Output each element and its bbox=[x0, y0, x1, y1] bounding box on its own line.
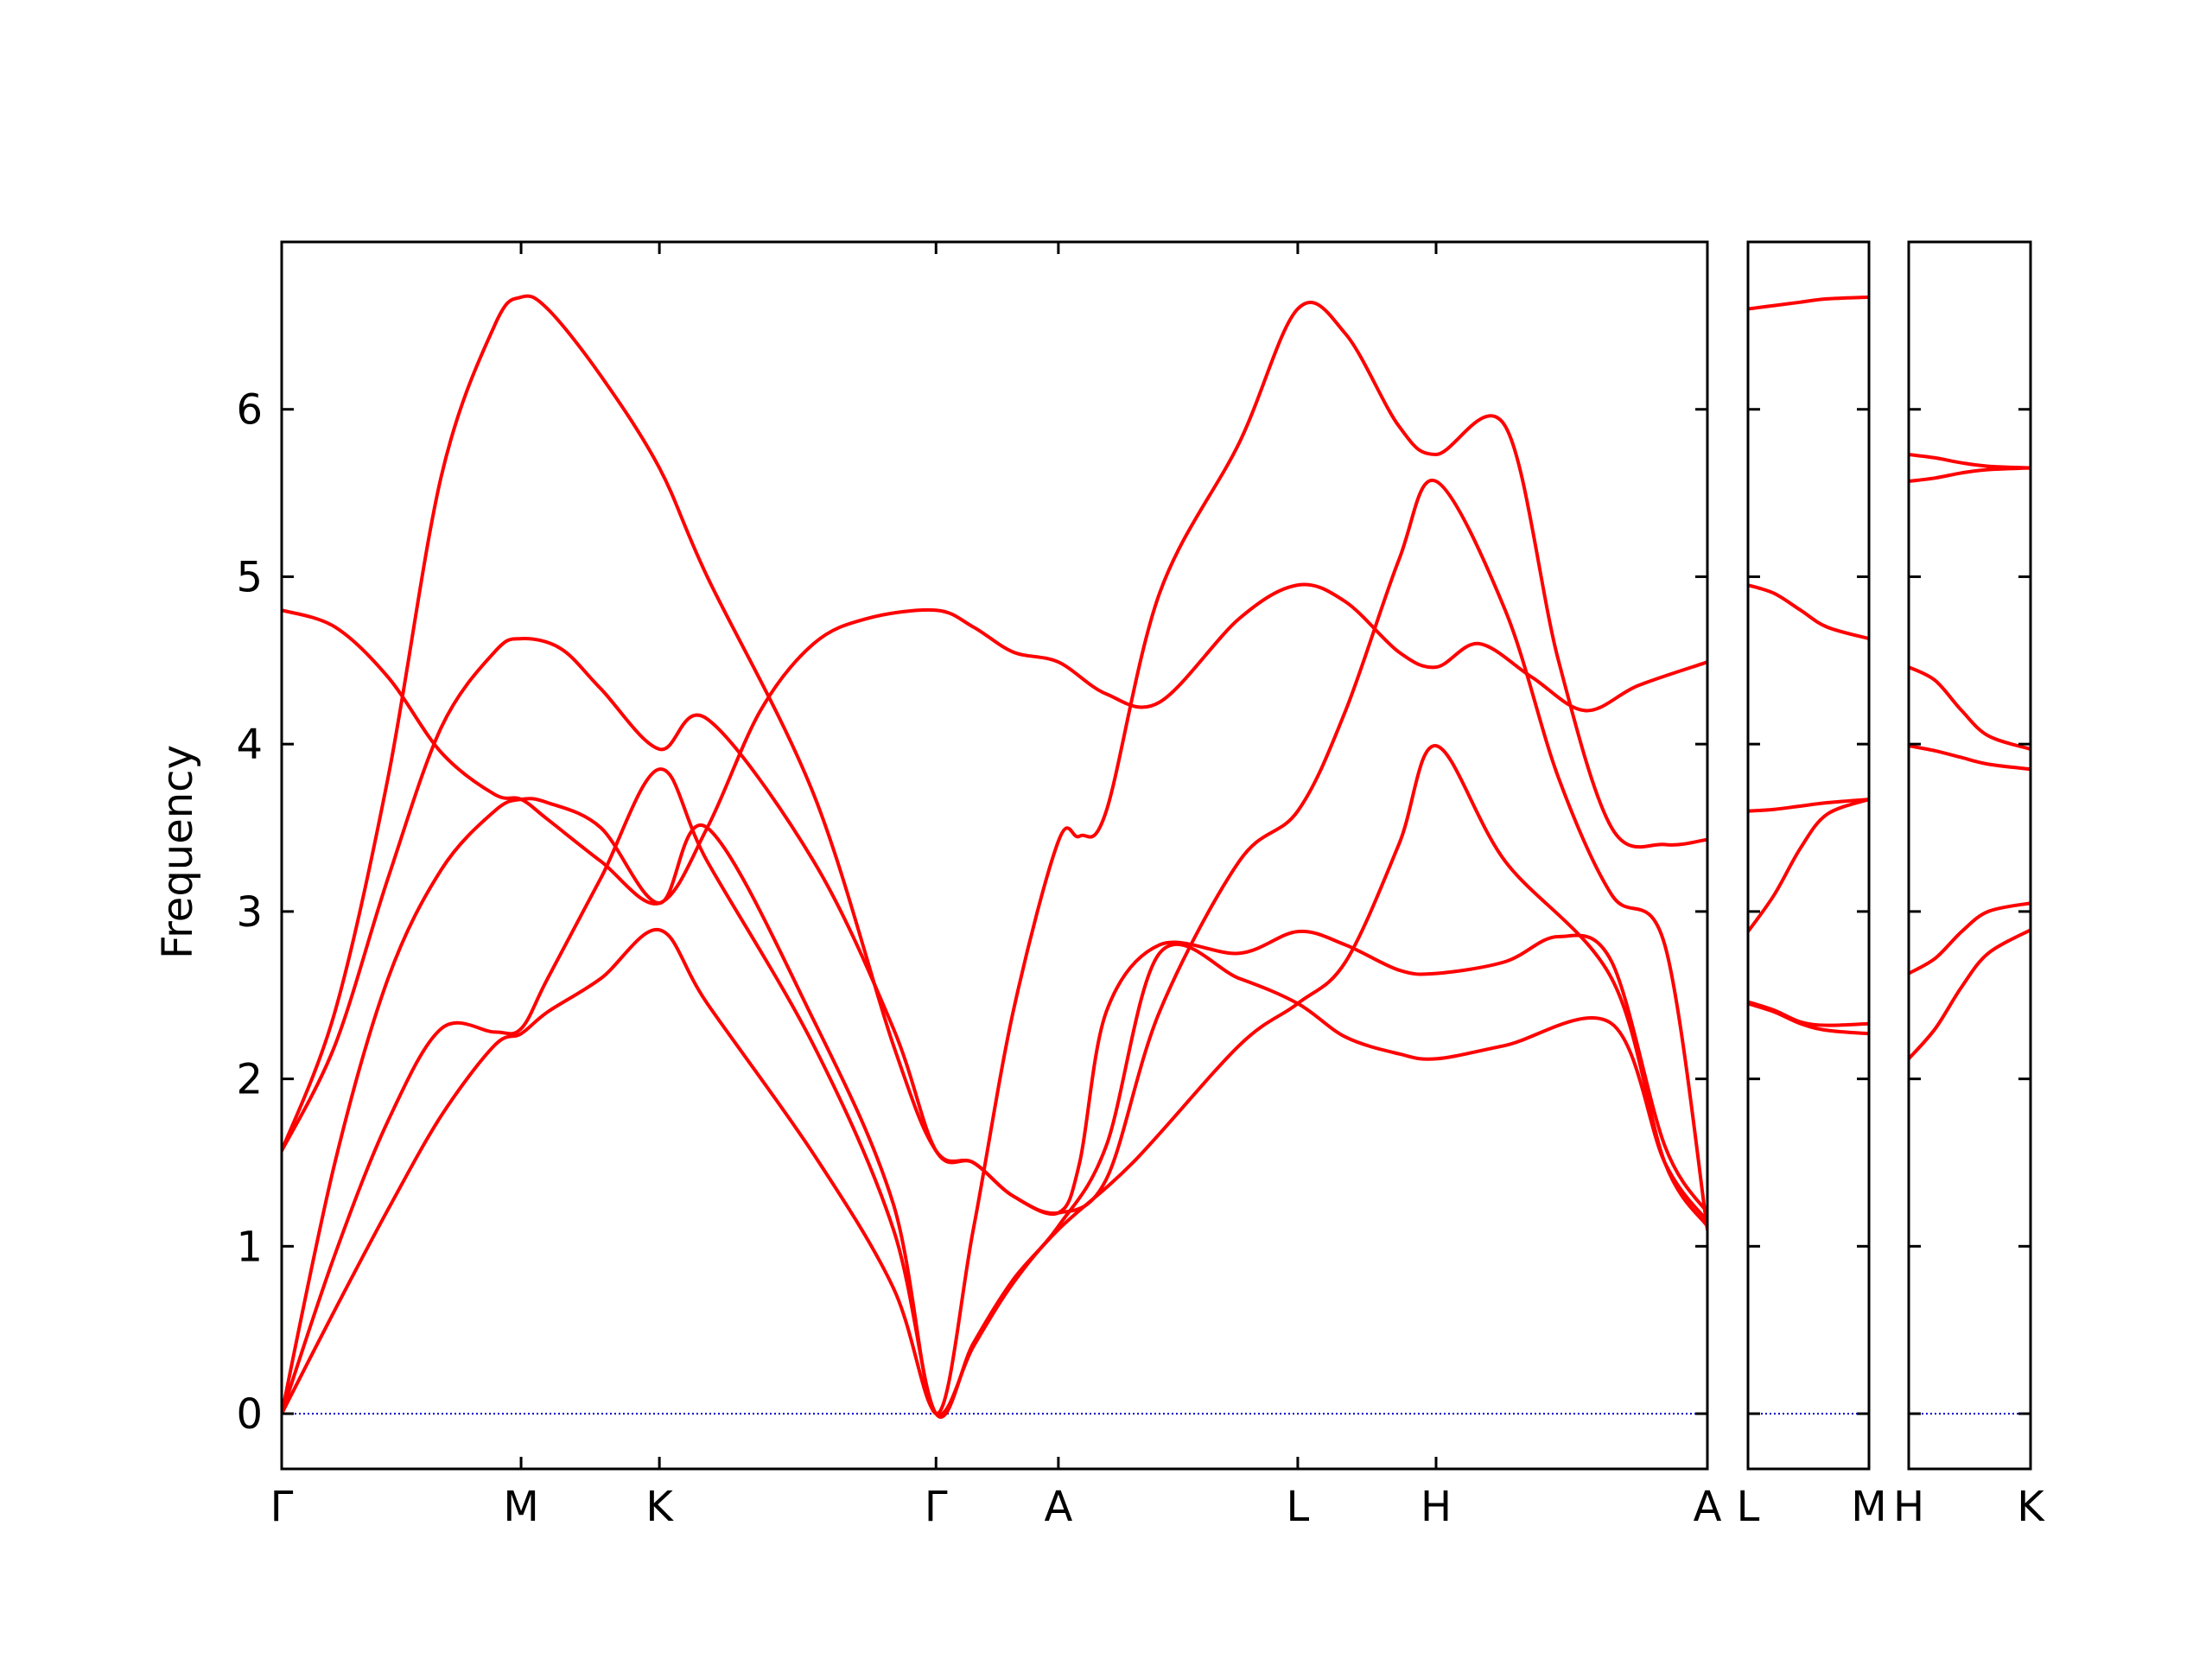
band-3 bbox=[1748, 798, 1869, 934]
y-tick-label: 3 bbox=[236, 888, 263, 937]
y-tick-label: 2 bbox=[236, 1056, 263, 1104]
band-lines bbox=[282, 294, 1707, 1419]
band-1 bbox=[1909, 928, 2031, 1061]
panel-1: 0 1 2 3 4 5 6 Γ M K Γ A L H A bbox=[236, 240, 1722, 1531]
band-4 bbox=[1909, 665, 2031, 751]
band-6 bbox=[1748, 295, 1869, 311]
x-tick-label: Γ bbox=[925, 1483, 948, 1531]
x-tick-label: M bbox=[503, 1483, 538, 1531]
panel-frame bbox=[1746, 240, 1871, 1471]
y-axis-label: Frequency bbox=[154, 745, 202, 959]
panel-frame bbox=[1907, 240, 2032, 1471]
x-tick-label: A bbox=[1044, 1483, 1072, 1531]
band-2 bbox=[282, 767, 1707, 1419]
y-tick-label: 1 bbox=[236, 1223, 263, 1271]
x-tick-label: L bbox=[1737, 1483, 1760, 1531]
x-tick-label: K bbox=[2017, 1483, 2045, 1531]
x-tick-label: A bbox=[1694, 1483, 1722, 1531]
band-6 bbox=[282, 582, 1707, 906]
band-5 bbox=[1748, 583, 1869, 641]
band-lines bbox=[1909, 453, 2031, 1061]
y-tick-label: 5 bbox=[236, 553, 263, 601]
x-tick-label: K bbox=[645, 1483, 674, 1531]
band-2 bbox=[1909, 901, 2031, 976]
band-lines bbox=[1748, 295, 1869, 1036]
y-tick-label: 4 bbox=[236, 721, 263, 769]
band-6 bbox=[1909, 453, 2031, 470]
panel-frame bbox=[280, 240, 1709, 1471]
y-tick-label: 0 bbox=[236, 1390, 263, 1439]
x-tick-label: L bbox=[1287, 1483, 1310, 1531]
x-tick-label: M bbox=[1851, 1483, 1886, 1531]
band-3 bbox=[282, 301, 1707, 1416]
x-tick-label: Γ bbox=[270, 1483, 294, 1531]
x-tick-label: H bbox=[1421, 1483, 1452, 1531]
x-tick-label: H bbox=[1893, 1483, 1924, 1531]
band-2 bbox=[1748, 1000, 1869, 1027]
band-4 bbox=[1748, 798, 1869, 813]
band-5 bbox=[1909, 466, 2031, 483]
y-tick-label: 6 bbox=[236, 386, 263, 435]
band-5 bbox=[282, 294, 1707, 1231]
band-3 bbox=[1909, 744, 2031, 772]
